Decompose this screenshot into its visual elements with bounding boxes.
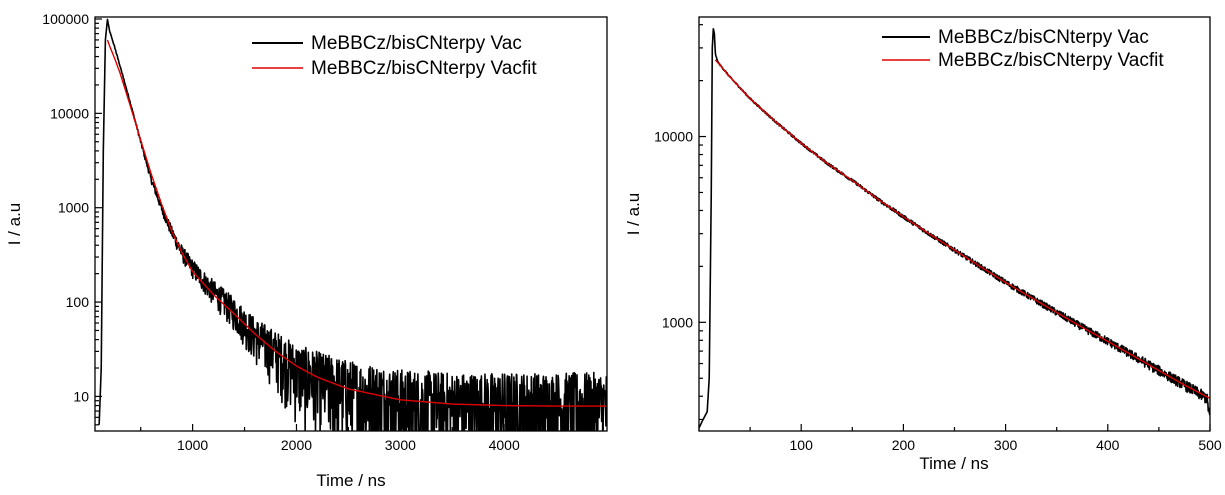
x-tick-label: 500: [1198, 437, 1222, 453]
left-series-vacfit-line: [106, 39, 607, 407]
y-tick-label: 10: [73, 388, 89, 404]
left-plot-data: [98, 18, 607, 431]
y-tick-label: 1000: [58, 200, 89, 216]
right-plot-frame: [698, 16, 1211, 432]
y-tick-label: 10000: [50, 105, 89, 121]
right-y-axis-title: I / a.u: [624, 193, 643, 236]
right-series-vac-line: [699, 28, 1210, 429]
left-legend-label-vacfit: MeBBCz/bisCNterpy Vacfit: [311, 58, 537, 79]
right-legend-label-vac: MeBBCz/bisCNterpy Vac: [938, 27, 1149, 48]
left-chart-panel: 1000 2000 3000 4000 10 100 1000 10000 100000 Tim…: [5, 11, 608, 490]
left-x-axis-title: Time / ns: [316, 471, 385, 490]
y-tick-label: 10000: [654, 129, 693, 145]
x-tick-label: 3000: [385, 437, 416, 453]
right-axis-ticks: 100 200 300 400 500 1000 10000: [654, 24, 1222, 453]
right-series-vacfit-line: [714, 59, 1210, 399]
y-tick-label: 100: [66, 294, 90, 310]
y-tick-label: 1000: [662, 314, 693, 330]
left-series-vac-line: [98, 18, 607, 431]
left-y-axis-title: I / a.u: [5, 203, 24, 246]
y-tick-label: 100000: [42, 11, 89, 27]
x-tick-label: 1000: [177, 437, 208, 453]
x-tick-label: 300: [994, 437, 1018, 453]
x-tick-label: 2000: [281, 437, 312, 453]
right-legend: MeBBCz/bisCNterpy Vac MeBBCz/bisCNterpy …: [882, 27, 1164, 71]
right-chart-panel: 100 200 300 400 500 1000 10000 Time / ns I / a…: [624, 16, 1222, 473]
right-legend-label-vacfit: MeBBCz/bisCNterpy Vacfit: [938, 50, 1164, 71]
right-x-axis-title: Time / ns: [919, 454, 988, 473]
left-plot-frame: [94, 16, 608, 432]
left-legend: MeBBCz/bisCNterpy Vac MeBBCz/bisCNterpy …: [252, 33, 537, 79]
x-tick-label: 400: [1096, 437, 1120, 453]
left-axis-ticks: 1000 2000 3000 4000 10 100 1000 10000 100000: [42, 11, 557, 453]
x-tick-label: 100: [790, 437, 814, 453]
x-tick-label: 200: [892, 437, 916, 453]
right-plot-data: [699, 28, 1210, 429]
left-legend-label-vac: MeBBCz/bisCNterpy Vac: [311, 33, 522, 54]
x-tick-label: 4000: [489, 437, 520, 453]
